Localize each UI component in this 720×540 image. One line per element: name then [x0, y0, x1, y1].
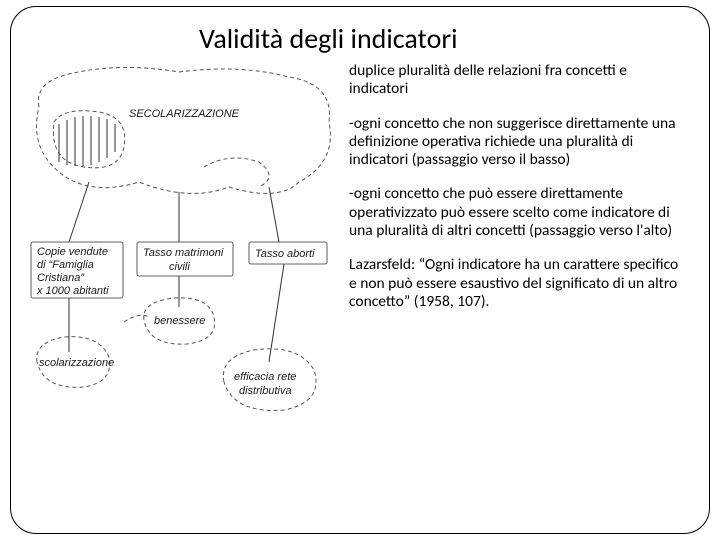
- box2-line2: civili: [169, 261, 190, 273]
- box1-line1: Copie vendute: [37, 246, 108, 258]
- slide-title: Validità degli indicatori: [199, 21, 691, 56]
- box1-line3: Cristiana”: [37, 272, 85, 284]
- concept-diagram: SECOLARIZZAZIONE: [29, 62, 339, 462]
- para-3: -ogni concetto che può essere direttamen…: [349, 185, 687, 240]
- hatched-region: [53, 111, 124, 168]
- para-2: -ogni concetto che non suggerisce dirett…: [349, 115, 687, 170]
- text-column: duplice pluralità delle relazioni fra co…: [349, 62, 691, 327]
- scribble-1: [204, 158, 269, 187]
- scribble-2: [124, 315, 149, 322]
- box3-line1: Tasso aborti: [255, 248, 315, 260]
- connector-1: [69, 182, 89, 242]
- diagram-column: SECOLARIZZAZIONE: [29, 62, 339, 467]
- bottom-label-1: scolarizzazione: [39, 357, 114, 369]
- para-4: Lazarsfeld: “Ogni indicatore ha un carat…: [349, 256, 687, 311]
- hatch-lines: [59, 116, 115, 166]
- connector-6: [269, 264, 284, 362]
- bottom-label-3a: efficacia rete: [234, 371, 296, 383]
- box2-line1: Tasso matrimoni: [143, 247, 224, 259]
- top-concept-label: SECOLARIZZAZIONE: [129, 108, 240, 120]
- top-concept-blob: [37, 67, 331, 193]
- para-1: duplice pluralità delle relazioni fra co…: [349, 62, 687, 99]
- bottom-label-3b: distributiva: [239, 385, 292, 397]
- content-row: SECOLARIZZAZIONE: [29, 62, 691, 467]
- box1-line2: di “Famiglia: [37, 259, 94, 271]
- bottom-label-2: benessere: [154, 315, 205, 327]
- box1-line4: x 1000 abitanti: [36, 285, 109, 297]
- connector-3: [269, 187, 279, 242]
- slide-frame: Validità degli indicatori SECOLARIZZAZIO…: [10, 6, 710, 534]
